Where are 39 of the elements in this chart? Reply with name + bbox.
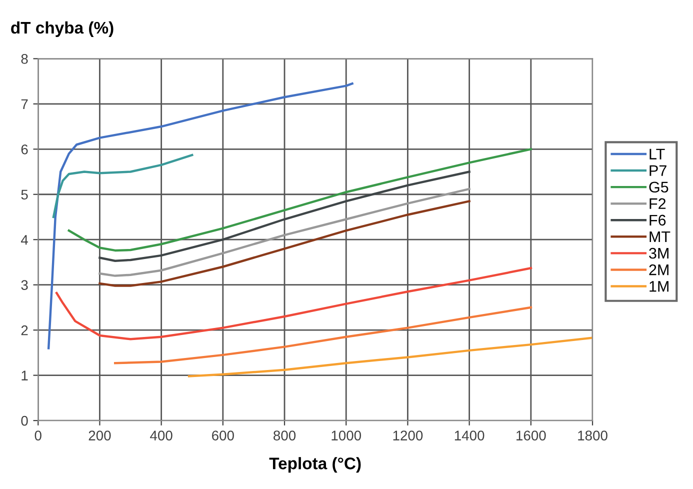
legend-label: 1M (650, 281, 668, 292)
y-axis-title: dT chyba (%) (11, 21, 114, 37)
legend-label: P7 (650, 165, 666, 176)
y-tick-label: 1 (22, 370, 28, 380)
x-tick-label: 800 (274, 430, 296, 440)
y-tick-label: 4 (20, 235, 28, 245)
line-series (114, 306, 532, 364)
legend-label: F2 (650, 198, 666, 209)
y-tick-label: 6 (21, 144, 28, 154)
y-tick-label: 7 (21, 99, 28, 109)
x-tick-label: 1200 (393, 430, 423, 440)
line-series (52, 154, 194, 218)
y-tick-label: 2 (21, 325, 28, 336)
x-tick-label: 200 (88, 430, 111, 440)
legend-label: F6 (650, 214, 666, 226)
legend-label: 3M (649, 248, 668, 259)
x-tick-label: 0 (34, 430, 42, 440)
y-tick-label: 8 (21, 54, 28, 64)
x-tick-label: 400 (150, 430, 172, 440)
x-tick-label: 1800 (578, 430, 608, 440)
y-tick-label: 0 (21, 416, 28, 426)
line-series (47, 82, 354, 350)
line-series (98, 188, 470, 277)
x-tick-label: 1000 (332, 430, 362, 440)
x-tick-label: 600 (212, 430, 234, 440)
legend-label: G5 (649, 182, 668, 193)
x-tick-label: 1400 (454, 430, 484, 440)
y-tick-label: 5 (21, 190, 28, 200)
line-series (55, 266, 532, 340)
legend-label: 2M (649, 264, 668, 276)
y-tick-label: 3 (21, 280, 28, 290)
legend-label: LT (650, 148, 665, 160)
x-tick-label: 1600 (516, 430, 546, 440)
line-series (98, 200, 470, 287)
line-series (188, 336, 593, 378)
line-series (68, 148, 532, 252)
x-axis-title: Teplota (°C) (269, 457, 361, 473)
legend-label: MT (650, 231, 670, 242)
line-series (98, 170, 470, 262)
